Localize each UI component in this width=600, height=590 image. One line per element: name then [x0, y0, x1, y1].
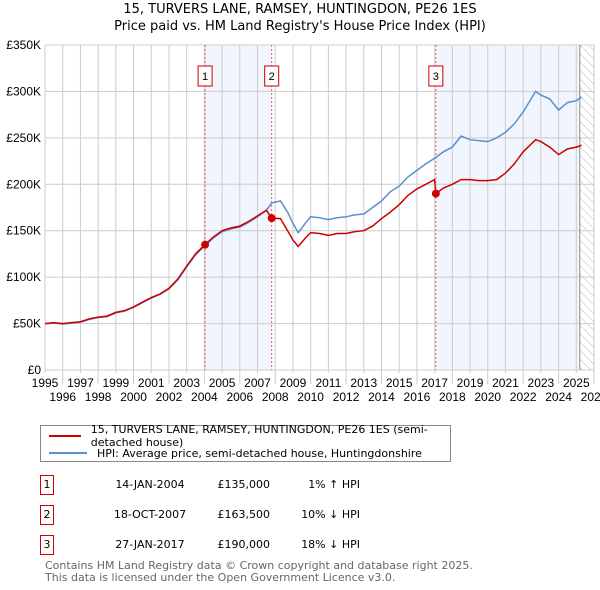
shaded-period	[435, 45, 580, 370]
chart-title: 15, TURVERS LANE, RAMSEY, HUNTINGDON, PE…	[123, 2, 477, 17]
x-tick-label: 2000	[120, 390, 147, 404]
y-tick-label: £50K	[13, 317, 41, 331]
transaction-hpi-diff: 18% ↓ HPI	[301, 538, 360, 551]
y-tick-label: £300K	[6, 84, 41, 98]
transaction-date: 18-OCT-2007	[113, 508, 187, 521]
x-tick-label: 1998	[85, 390, 112, 404]
sale-point	[431, 189, 440, 198]
transaction-row: 2 18-OCT-2007 £163,500 10% ↓ HPI	[40, 505, 440, 525]
x-tick-label: 2025	[563, 376, 590, 390]
footer-copyright: Contains HM Land Registry data © Crown c…	[45, 559, 473, 572]
legend-swatch-red	[49, 435, 81, 437]
x-tick-label: 2008	[262, 390, 289, 404]
sale-point	[267, 214, 276, 223]
transaction-row: 1 14-JAN-2004 £135,000 1% ↑ HPI	[40, 475, 440, 495]
x-tick-label: 2005	[209, 376, 236, 390]
x-tick-label: 2012	[333, 390, 360, 404]
x-tick-label: 2003	[173, 376, 200, 390]
y-tick-label: £200K	[6, 177, 41, 191]
transaction-hpi-diff: 1% ↑ HPI	[308, 478, 360, 491]
x-tick-label: 2018	[439, 390, 466, 404]
legend-swatch-blue	[49, 452, 87, 454]
transaction-number-badge: 1	[40, 475, 54, 495]
x-tick-label: 1995	[32, 376, 59, 390]
transaction-number-badge: 3	[40, 535, 54, 555]
sale-point	[201, 240, 210, 249]
footer-licence: This data is licensed under the Open Gov…	[45, 571, 396, 584]
x-tick-label: 2014	[368, 390, 395, 404]
legend-item-hpi: HPI: Average price, semi-detached house,…	[49, 445, 422, 461]
sale-marker-badge	[264, 65, 280, 87]
sale-marker-label: 3	[433, 71, 439, 83]
x-tick-label: 1997	[67, 376, 94, 390]
x-tick-label: 2017	[421, 376, 448, 390]
x-tick-label: 2024	[545, 390, 572, 404]
x-tick-label: 2009	[280, 376, 307, 390]
x-tick-label: 2016	[404, 390, 431, 404]
legend-label: HPI: Average price, semi-detached house,…	[97, 446, 422, 460]
x-tick-label: 2011	[315, 376, 341, 390]
x-tick-label: 2010	[297, 390, 324, 404]
x-tick-label: 2001	[138, 376, 165, 390]
hatched-future-region	[579, 45, 594, 370]
transaction-row: 3 27-JAN-2017 £190,000 18% ↓ HPI	[40, 535, 440, 555]
transaction-date: 14-JAN-2004	[115, 478, 185, 491]
legend-label: 15, TURVERS LANE, RAMSEY, HUNTINGDON, PE…	[90, 423, 428, 449]
transaction-date: 27-JAN-2017	[115, 538, 185, 551]
x-tick-label: 2026	[581, 390, 600, 404]
x-tick-label: 1996	[49, 390, 76, 404]
y-tick-label: £250K	[6, 131, 41, 145]
sale-marker-badge	[428, 65, 444, 87]
y-tick-label: £100K	[6, 270, 41, 284]
sale-marker-badge	[197, 65, 213, 87]
sale-marker-label: 1	[202, 71, 208, 83]
x-tick-label: 2022	[510, 390, 537, 404]
x-tick-label: 2015	[386, 376, 413, 390]
legend: 15, TURVERS LANE, RAMSEY, HUNTINGDON, PE…	[40, 423, 451, 462]
transaction-hpi-diff: 10% ↓ HPI	[301, 508, 360, 521]
x-tick-label: 2019	[457, 376, 484, 390]
transaction-price: £190,000	[217, 538, 271, 551]
y-tick-label: £0	[28, 363, 42, 377]
property-price-line	[44, 138, 582, 325]
x-tick-label: 2007	[244, 376, 271, 390]
legend-item-property: 15, TURVERS LANE, RAMSEY, HUNTINGDON, PE…	[49, 423, 450, 449]
transaction-price: £135,000	[217, 478, 271, 491]
price-chart: 1 2 31995199619971998199920002001200220032…	[6, 38, 600, 404]
y-tick-label: £350K	[6, 38, 41, 52]
y-tick-label: £150K	[6, 224, 41, 238]
x-tick-label: 2002	[156, 390, 183, 404]
x-tick-label: 2020	[474, 390, 501, 404]
x-tick-label: 2021	[492, 376, 519, 390]
shaded-period	[205, 45, 272, 370]
x-tick-label: 1999	[102, 376, 129, 390]
transaction-price: £163,500	[217, 508, 271, 521]
x-tick-label: 2004	[191, 390, 218, 404]
x-tick-label: 2006	[226, 390, 253, 404]
x-tick-label: 2013	[350, 376, 377, 390]
sale-marker-label: 2	[269, 71, 275, 83]
chart-subtitle: Price paid vs. HM Land Registry's House …	[114, 19, 486, 34]
transaction-number-badge: 2	[40, 505, 54, 525]
x-tick-label: 2023	[528, 376, 555, 390]
